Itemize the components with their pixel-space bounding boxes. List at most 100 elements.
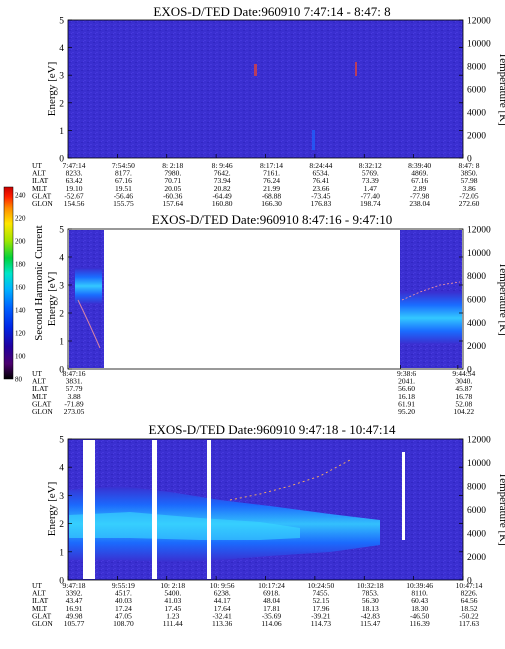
y2tick-label: 8000 [467, 63, 486, 73]
orbit-value: -77.98 [410, 191, 430, 200]
panel-3-yticks: 0 1 2 3 4 5 [59, 436, 463, 587]
ytick-label: 2 [59, 310, 64, 320]
y2tick-label: 6000 [467, 86, 486, 96]
orbit-value: 176.83 [311, 199, 332, 208]
panel-2-trace-right [401, 281, 461, 301]
orbit-value: 6534. [312, 169, 329, 178]
colorbar-tick-label: 160 [15, 284, 26, 292]
panel-1-yticks: 0 1 2 3 4 5 [59, 17, 463, 165]
orbit-row-label: MLT [32, 604, 48, 613]
panel-1-orbit-table: UT 7:47:14 7:54:50 8: 2:18 8: 9:46 8:17:14 8:2… [32, 161, 480, 208]
ytick-label: 1 [59, 548, 64, 558]
orbit-value: 57.98 [461, 176, 478, 185]
orbit-value: 70.71 [164, 176, 181, 185]
panel-2: EXOS-D/TED Date:960910 8:47:16 - 9:47:10… [32, 212, 505, 416]
orbit-row-label: GLON [32, 619, 53, 628]
orbit-value: 49.98 [66, 611, 83, 620]
orbit-value: 52.08 [455, 399, 472, 408]
orbit-value: 115.47 [360, 619, 381, 628]
orbit-value: 8:47:16 [63, 369, 86, 378]
ytick-label: 5 [59, 17, 64, 27]
panel-2-orbit-table: UT 8:47:16 9:38:6 9:44:54 ALT 3831. 2041. 3040.… [32, 369, 476, 416]
y2tick-label: 8000 [467, 272, 486, 282]
y2tick-label: 4000 [467, 319, 486, 329]
orbit-value: 3831. [66, 377, 83, 386]
y2tick-label: 10000 [467, 249, 491, 259]
panel-3-gap [207, 440, 211, 579]
orbit-value: 7853. [362, 589, 379, 598]
orbit-value: 76.24 [263, 176, 280, 185]
panel-2-band-left [75, 268, 102, 304]
orbit-row-label: ALT [32, 377, 46, 386]
colorbar-tick-label: 80 [15, 376, 23, 384]
panel-2-ylabel-right: Temperature [K] [497, 262, 505, 335]
orbit-value: 9:55:19 [112, 581, 135, 590]
orbit-value: -64.49 [212, 191, 232, 200]
ytick-label: 5 [59, 226, 64, 236]
orbit-value: 40.03 [115, 596, 132, 605]
orbit-value: 8177. [115, 169, 132, 178]
orbit-value: 113.36 [212, 619, 233, 628]
orbit-value: 3850. [461, 169, 478, 178]
orbit-value: 2041. [398, 377, 415, 386]
orbit-value: -73.45 [311, 191, 331, 200]
colorbar-tick-label: 220 [15, 215, 26, 223]
orbit-value: 4517. [115, 589, 132, 598]
panel-3-ylabel: Energy [eV] [46, 482, 58, 536]
orbit-value: 16.18 [398, 392, 415, 401]
orbit-value: 10:47:14 [456, 581, 483, 590]
orbit-value: 8: 2:18 [162, 161, 183, 170]
orbit-value: 17.81 [263, 604, 280, 613]
orbit-value: -77.40 [361, 191, 381, 200]
ytick-label: 4 [59, 464, 64, 474]
orbit-value: 8:24:44 [309, 161, 332, 170]
colorbar-strip [3, 186, 14, 380]
colorbar-tick-label: 240 [15, 192, 26, 200]
orbit-value: 6238. [214, 589, 231, 598]
colorbar-tick-label: 100 [15, 353, 26, 361]
panel-3-band-core [69, 512, 300, 540]
orbit-value: -35.69 [262, 611, 282, 620]
ytick-label: 3 [59, 492, 64, 502]
orbit-value: 9:38:6 [397, 369, 416, 378]
orbit-value: -72.05 [459, 191, 479, 200]
orbit-value: -46.50 [410, 611, 430, 620]
orbit-row-label: MLT [32, 184, 48, 193]
orbit-value: 7:54:50 [112, 161, 135, 170]
orbit-value: 160.80 [212, 199, 233, 208]
orbit-value: 7161. [263, 169, 280, 178]
orbit-value: 60.43 [411, 596, 428, 605]
panel-2-title: EXOS-D/TED Date:960910 8:47:16 - 9:47:10 [152, 212, 392, 227]
orbit-value: 5769. [362, 169, 379, 178]
orbit-value: 238.04 [409, 199, 430, 208]
orbit-value: 10:24:50 [308, 581, 335, 590]
y2tick-label: 12000 [467, 226, 491, 236]
orbit-value: 10:17:24 [258, 581, 285, 590]
panel-2-ylabel: Energy [eV] [46, 272, 58, 326]
orbit-value: 6918. [263, 589, 280, 598]
orbit-value: 7455. [312, 589, 329, 598]
orbit-value: 20.05 [164, 184, 181, 193]
orbit-value: -52.67 [64, 191, 84, 200]
panel-3-ylabel-right: Temperature [K] [497, 472, 505, 545]
ytick-label: 0 [59, 366, 64, 376]
panel-2-trace-left [77, 299, 101, 349]
colorbar-label: Second Harmonic Current [33, 225, 45, 340]
orbit-row-label: ILAT [32, 596, 49, 605]
y2tick-label: 10000 [467, 40, 491, 50]
orbit-value: 7980. [164, 169, 181, 178]
orbit-row-label: MLT [32, 392, 48, 401]
orbit-value: 17.64 [214, 604, 231, 613]
orbit-value: 198.74 [360, 199, 381, 208]
y2tick-label: 4000 [467, 109, 486, 119]
panel-1-speckle [355, 62, 357, 76]
panel-3-xticks [67, 576, 464, 580]
ytick-label: 1 [59, 127, 64, 137]
orbit-value: 16.78 [455, 392, 472, 401]
orbit-value: 43.47 [66, 596, 83, 605]
orbit-value: 95.20 [398, 407, 415, 416]
panel-1-ylabel-right: Temperature [K] [497, 52, 505, 125]
orbit-value: 19.10 [66, 184, 83, 193]
orbit-value: 10:32:18 [357, 581, 384, 590]
orbit-value: -56.46 [114, 191, 134, 200]
